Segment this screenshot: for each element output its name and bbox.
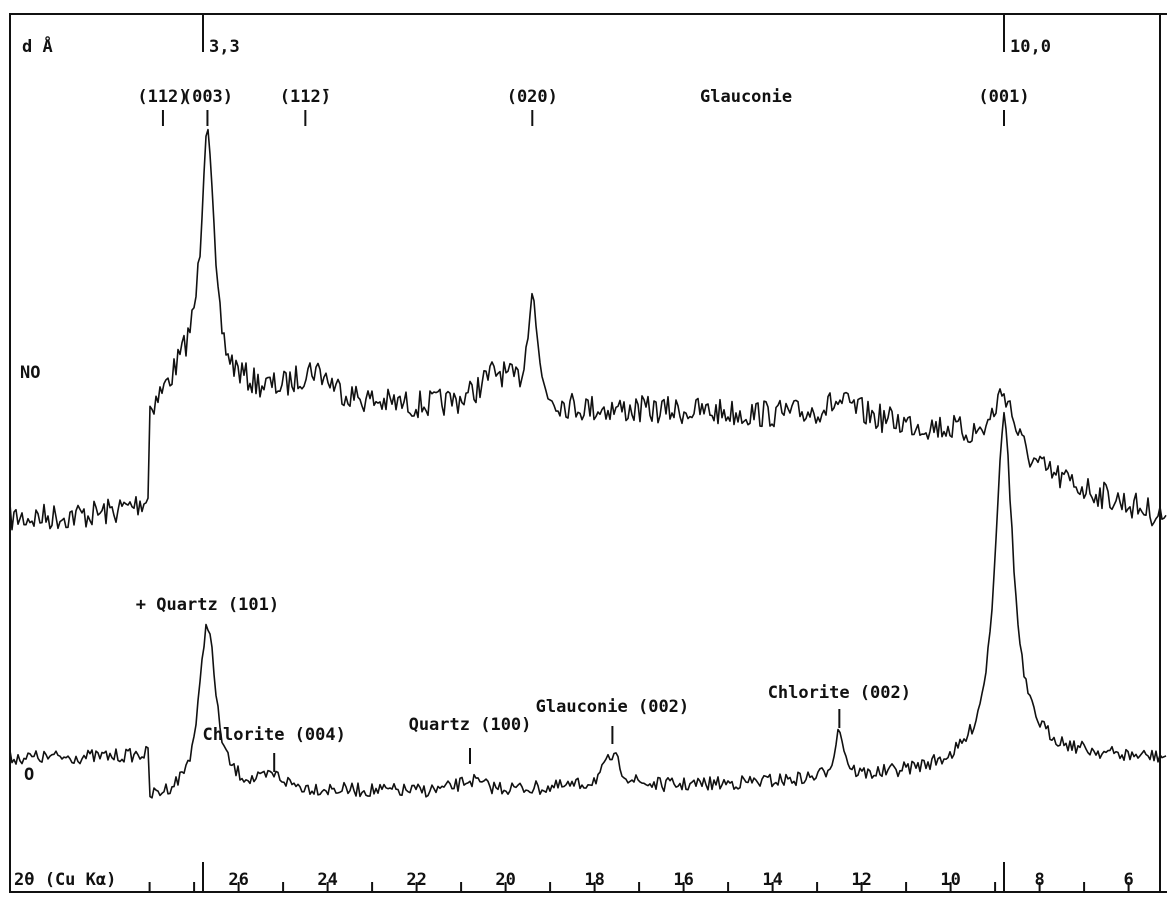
peak-annotation: + Quartz (101) xyxy=(136,595,279,615)
peak-annotation: (020) xyxy=(507,87,558,107)
x-axis-ticks: 26 24 22 20 18 16 14 12 10 8 6 xyxy=(148,870,1134,892)
x-tick-label: 16 xyxy=(673,870,693,890)
d-axis-label: d Å xyxy=(22,34,53,57)
peak-annotation: (112) xyxy=(137,87,188,107)
series-trace-o xyxy=(9,411,1167,799)
peak-annotation: (001) xyxy=(978,87,1029,107)
d-marker-label: 3,3 xyxy=(209,37,240,57)
annotations: (112)(003) (112̄) (020) (001) + Quartz (101)… xyxy=(136,87,1030,772)
peak-annotation: (112̄) xyxy=(280,87,331,107)
mineral-label: Glauconie xyxy=(700,87,792,107)
traces xyxy=(9,128,1167,799)
series-label-o: O xyxy=(24,765,34,785)
x-tick-label: 10 xyxy=(940,870,960,890)
x-tick-label: 12 xyxy=(851,870,871,890)
series-trace-no xyxy=(9,128,1167,531)
x-tick-label: 22 xyxy=(406,870,426,890)
series-label-no: NO xyxy=(20,363,40,383)
x-tick-label: 14 xyxy=(762,870,782,890)
peak-annotation: Quartz (100) xyxy=(409,715,532,735)
peak-annotation: (003) xyxy=(182,87,233,107)
plot-frame xyxy=(9,13,1161,893)
x-tick-label: 24 xyxy=(317,870,337,890)
peak-annotation: Glauconie (002) xyxy=(536,697,690,717)
d-markers: 3,3 10,0 xyxy=(202,14,1051,892)
x-tick-label: 8 xyxy=(1034,870,1044,890)
d-marker-label: 10,0 xyxy=(1010,37,1051,57)
x-tick-label: 18 xyxy=(584,870,604,890)
peak-annotation: Chlorite (004) xyxy=(203,725,346,745)
x-tick-label: 20 xyxy=(495,870,515,890)
x-tick-label: 26 xyxy=(228,870,248,890)
peak-annotation: Chlorite (002) xyxy=(768,683,911,703)
x-tick-label: 6 xyxy=(1123,870,1133,890)
x-axis-label: 2θ (Cu Kα) xyxy=(14,870,116,890)
